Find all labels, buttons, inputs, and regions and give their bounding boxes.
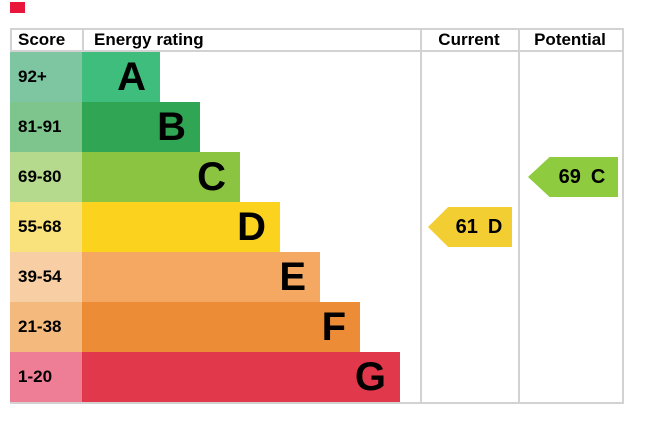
epc-table: Score Energy rating Current Potential 92…: [10, 28, 624, 404]
potential-arrow: 69 C: [528, 157, 618, 197]
potential-column-left-border: [518, 28, 520, 404]
score-column-divider: [82, 28, 84, 52]
potential-column-header: Potential: [534, 30, 606, 49]
energy-rating-column-header: Energy rating: [94, 30, 204, 49]
band-bar: D: [82, 202, 280, 252]
red-marker: [10, 2, 25, 13]
band-bar: C: [82, 152, 240, 202]
current-column-header: Current: [438, 30, 500, 49]
band-letter: B: [157, 105, 186, 149]
current-value: 61: [455, 215, 478, 238]
band-score: 81-91: [10, 102, 82, 152]
table-header-row: Score Energy rating Current Potential: [10, 28, 624, 52]
band-score: 39-54: [10, 252, 82, 302]
band-score: 55-68: [10, 202, 82, 252]
band-row-b: 81-91 B: [10, 102, 624, 152]
band-score: 69-80: [10, 152, 82, 202]
band-bar: F: [82, 302, 360, 352]
current-column-left-border: [420, 28, 422, 404]
table-bottom-border: [10, 402, 624, 404]
potential-value: 69: [558, 165, 581, 188]
band-score: 92+: [10, 52, 82, 102]
band-bar: A: [82, 52, 160, 102]
band-letter: C: [197, 155, 226, 199]
table-left-border: [10, 28, 12, 52]
band-letter: G: [354, 355, 386, 399]
band-row-f: 21-38 F: [10, 302, 624, 352]
band-row-c: 69-80 C: [10, 152, 624, 202]
band-score: 1-20: [10, 352, 82, 402]
band-letter: E: [279, 255, 306, 299]
potential-letter: C: [590, 165, 606, 188]
band-row-g: 1-20 G: [10, 352, 624, 402]
band-score: 21-38: [10, 302, 82, 352]
band-row-e: 39-54 E: [10, 252, 624, 302]
band-bar: G: [82, 352, 400, 402]
band-row-d: 55-68 D: [10, 202, 624, 252]
band-row-a: 92+ A: [10, 52, 624, 102]
band-letter: F: [321, 305, 346, 349]
table-right-border: [622, 28, 624, 404]
current-arrow: 61 D: [428, 207, 512, 247]
band-bar: B: [82, 102, 200, 152]
band-letter: A: [117, 55, 146, 99]
band-rows: 92+ A 81-91 B 69-80 C 55-68 D 39-54 E 21…: [10, 52, 624, 402]
band-letter: D: [237, 205, 266, 249]
band-bar: E: [82, 252, 320, 302]
score-column-header: Score: [18, 30, 66, 49]
current-letter: D: [487, 215, 503, 238]
